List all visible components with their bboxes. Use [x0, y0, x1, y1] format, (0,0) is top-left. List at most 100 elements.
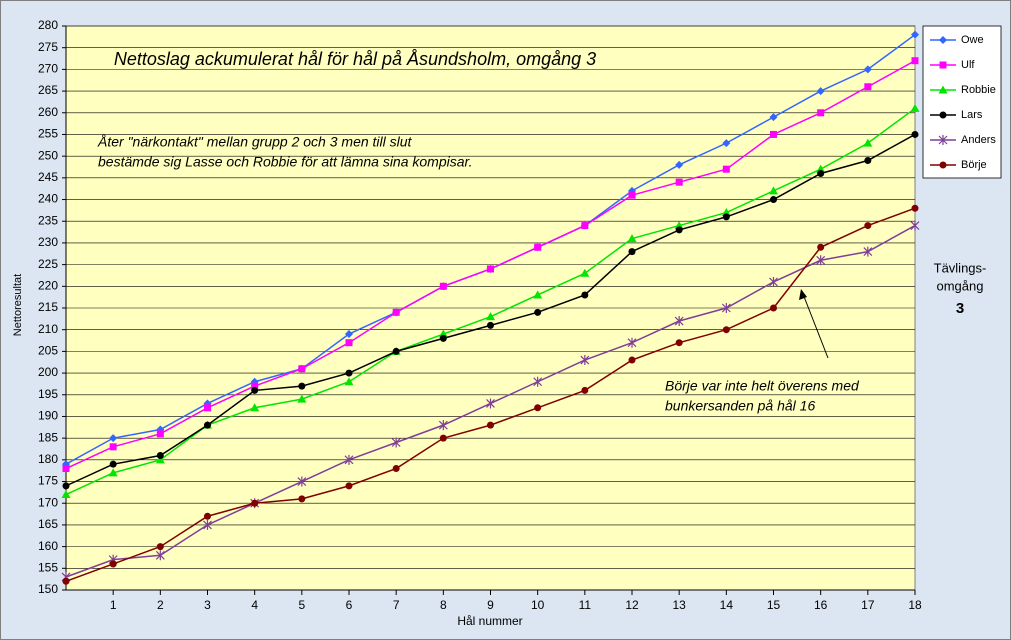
x-tick-label: 5 — [298, 598, 305, 612]
marker — [816, 164, 826, 173]
marker — [911, 57, 919, 65]
marker — [939, 111, 947, 119]
x-tick-label: 6 — [346, 598, 353, 612]
marker — [581, 386, 589, 394]
marker — [770, 304, 777, 312]
y-tick-label: 230 — [38, 235, 58, 249]
marker — [721, 208, 731, 217]
legend-items: Owe Ulf Robbie Lars Anders Börje — [930, 34, 996, 171]
marker — [910, 103, 920, 112]
marker — [297, 394, 307, 403]
marker — [863, 65, 872, 74]
annotation: bestämde sig Lasse och Robbie för att lä… — [98, 154, 473, 170]
x-tick-label: 7 — [393, 598, 400, 612]
y-tick-label: 220 — [38, 278, 58, 292]
x-tick-label: 12 — [625, 598, 639, 612]
marker — [345, 339, 353, 347]
marker — [675, 226, 683, 234]
marker — [298, 495, 306, 503]
y-tick-label: 185 — [38, 430, 58, 444]
y-tick-label: 250 — [38, 148, 58, 162]
round-number: 3 — [956, 300, 964, 317]
marker — [344, 454, 354, 465]
marker — [627, 234, 637, 243]
y-tick-label: 280 — [38, 18, 58, 32]
x-tick-label: 17 — [861, 598, 875, 612]
marker — [109, 560, 117, 568]
marker — [109, 434, 118, 443]
marker — [864, 156, 872, 164]
marker — [439, 434, 447, 442]
legend-label: Robbie — [961, 84, 996, 96]
marker — [817, 109, 825, 117]
x-axis-label: Hål nummer — [457, 614, 522, 628]
marker — [769, 113, 778, 122]
marker — [722, 326, 730, 334]
annotation: bunkersanden på hål 16 — [665, 398, 815, 414]
marker — [769, 276, 778, 287]
marker — [911, 130, 919, 138]
y-tick-label: 265 — [38, 83, 58, 97]
series-group — [61, 30, 920, 585]
marker — [155, 550, 165, 561]
marker — [204, 421, 211, 429]
x-tick-label: 14 — [720, 598, 734, 612]
marker — [297, 476, 307, 487]
marker — [250, 403, 260, 412]
marker — [939, 61, 947, 69]
marker — [109, 443, 117, 451]
y-tick-label: 170 — [38, 495, 58, 509]
marker — [769, 186, 778, 195]
annotation: Börje var inte helt överens med — [665, 378, 860, 394]
legend-label: Börje — [961, 159, 987, 171]
arrow-head — [799, 289, 807, 300]
marker — [392, 347, 400, 355]
grid: 1501551601651701751801851901952002052102… — [38, 18, 922, 612]
marker — [628, 191, 636, 199]
marker — [770, 196, 777, 204]
y-tick-label: 155 — [38, 560, 58, 574]
marker — [911, 204, 919, 212]
round-label: omgång — [937, 278, 984, 293]
marker — [627, 337, 637, 348]
marker — [581, 291, 589, 299]
y-axis-label: Nettoresultat — [12, 274, 24, 336]
legend-label: Owe — [961, 34, 984, 46]
marker — [534, 404, 542, 412]
marker — [911, 30, 919, 39]
marker — [939, 36, 947, 44]
annotation-arrow — [802, 293, 829, 359]
marker — [721, 303, 731, 313]
marker — [581, 222, 589, 230]
marker — [438, 329, 448, 338]
marker — [298, 365, 306, 373]
y-tick-label: 225 — [38, 257, 58, 271]
marker — [109, 460, 117, 468]
x-tick-label: 1 — [110, 598, 117, 612]
marker — [62, 577, 70, 585]
marker — [938, 135, 948, 145]
marker — [628, 248, 636, 256]
marker — [722, 165, 730, 173]
marker — [628, 356, 636, 364]
x-tick-label: 10 — [531, 598, 545, 612]
marker — [487, 321, 494, 329]
marker — [939, 161, 947, 169]
y-tick-label: 240 — [38, 192, 58, 206]
chart-title: Nettoslag ackumulerat hål för hål på Åsu… — [114, 49, 596, 69]
y-tick-label: 215 — [38, 300, 58, 314]
y-tick-label: 180 — [38, 452, 58, 466]
marker — [533, 290, 543, 299]
marker — [580, 355, 590, 366]
legend-label: Lars — [961, 109, 983, 121]
marker — [61, 490, 71, 499]
marker — [156, 430, 164, 438]
marker — [910, 220, 920, 231]
marker — [155, 455, 165, 464]
marker — [863, 138, 873, 147]
x-tick-label: 11 — [579, 598, 592, 612]
marker — [674, 221, 684, 230]
y-tick-label: 195 — [38, 387, 58, 401]
legend-label: Anders — [961, 134, 996, 146]
y-tick-label: 175 — [38, 474, 58, 488]
